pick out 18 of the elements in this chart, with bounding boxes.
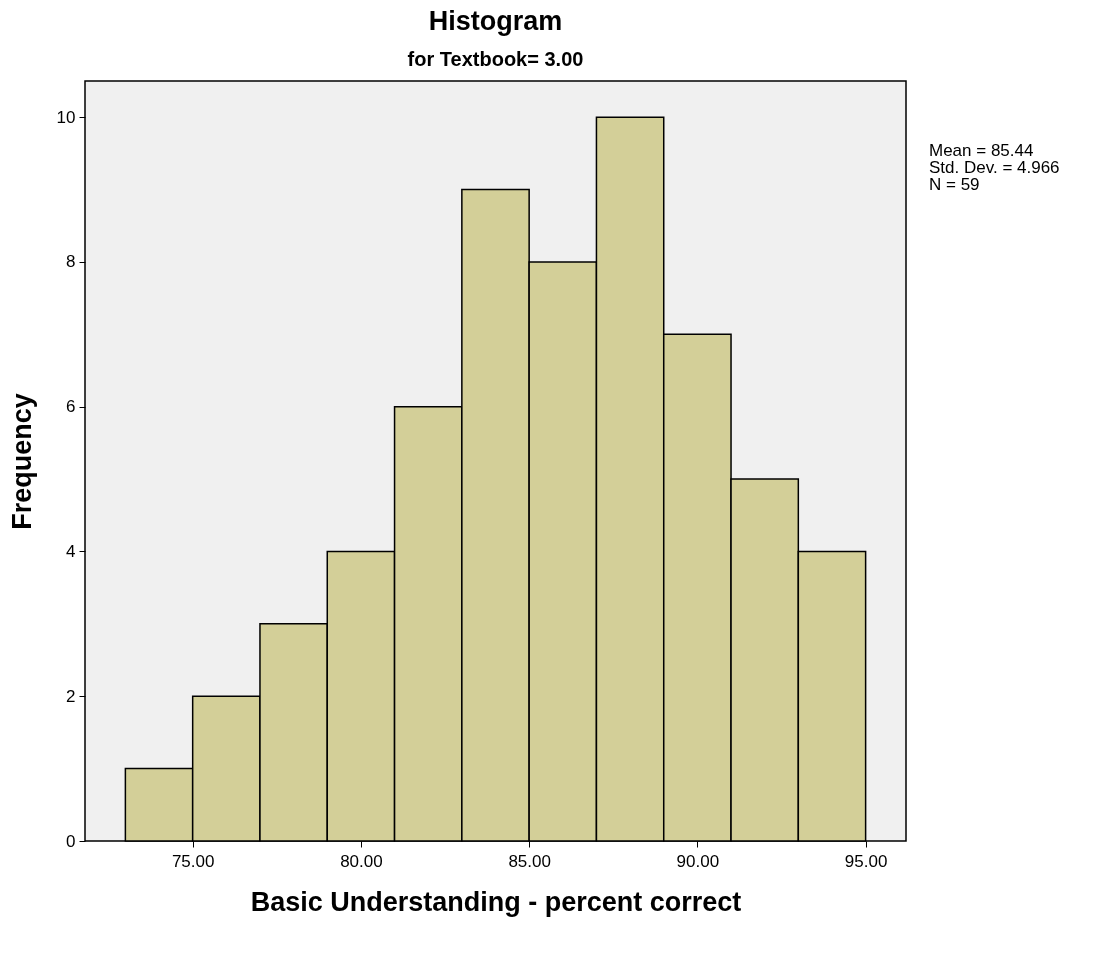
x-tick-label: 95.00	[844, 851, 888, 871]
x-tick-label: 80.00	[340, 851, 383, 871]
x-tick-label: 75.00	[171, 851, 215, 871]
y-tick-label: 8	[66, 252, 76, 272]
x-axis-title: Basic Understanding - percent correct	[250, 886, 742, 917]
y-tick-label: 10	[56, 107, 76, 127]
chart-subtitle: for Textbook= 3.00	[407, 48, 584, 70]
y-tick-label: 4	[66, 541, 76, 561]
x-tick-label: 85.00	[508, 851, 551, 871]
x-tick-label: 90.00	[676, 851, 720, 871]
y-axis-title: Frequency	[6, 393, 37, 530]
y-tick-label: 6	[66, 397, 76, 417]
text: Mean = 85.44	[929, 141, 1035, 160]
y-tick-label: 0	[66, 831, 76, 851]
text: Std. Dev. = 4.966	[929, 158, 1060, 177]
y-tick-label: 2	[66, 686, 76, 706]
chart-title: Histogram	[428, 6, 563, 36]
text: N = 59	[929, 175, 981, 194]
